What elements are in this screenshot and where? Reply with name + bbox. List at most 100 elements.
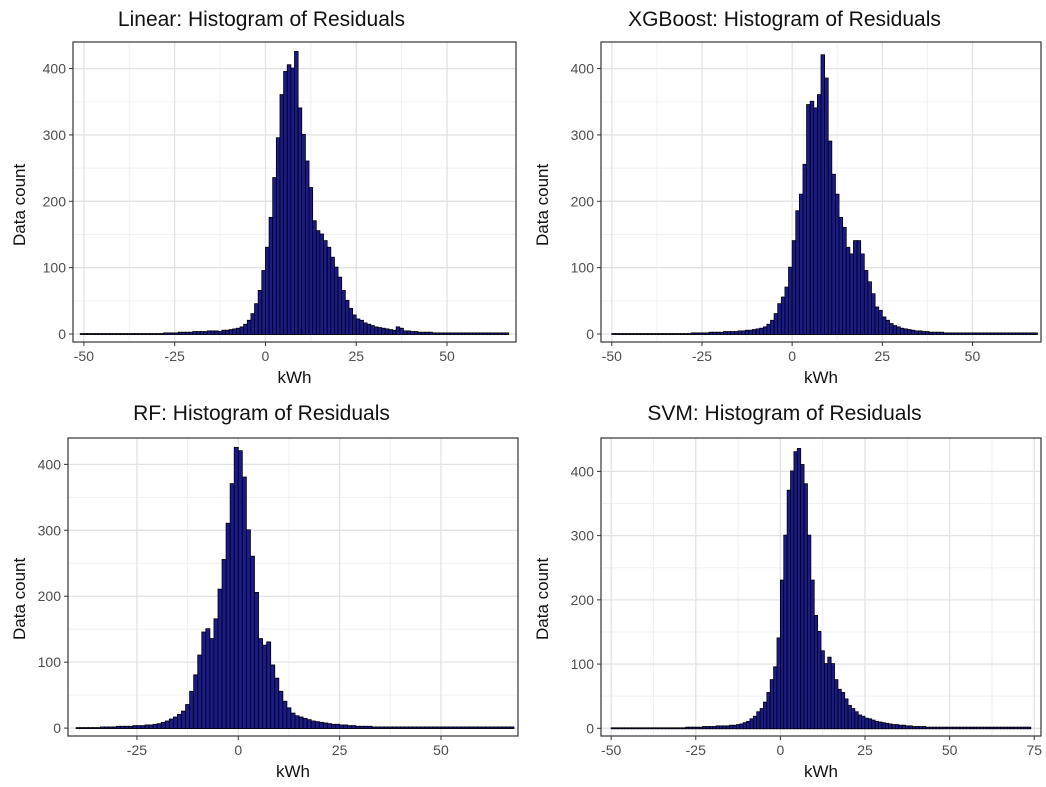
histogram-bar: [932, 726, 937, 730]
histogram-bar: [493, 332, 499, 335]
histogram-bar: [732, 724, 737, 730]
x-tick-label: -25: [127, 742, 147, 758]
histogram-plot: -50 -25 0 25 50 0 100 200 300 400: [571, 41, 1042, 364]
histogram-bar: [954, 332, 959, 335]
histogram-bar: [363, 725, 369, 729]
histogram-bar: [412, 726, 418, 729]
histogram-bar: [304, 160, 310, 335]
x-tick-label: -50: [602, 348, 622, 364]
histogram-bar: [197, 654, 203, 729]
histogram-bar: [400, 726, 405, 729]
histogram-bar: [347, 725, 353, 729]
histogram-bar: [1033, 332, 1038, 335]
histogram-bar: [831, 173, 836, 335]
histogram-bar: [769, 679, 775, 730]
histogram-bar: [132, 725, 138, 729]
histogram-bar: [611, 333, 616, 335]
histogram-bar: [807, 534, 812, 730]
histogram-bar: [820, 54, 826, 335]
histogram-bar: [283, 70, 288, 335]
histogram-bar: [170, 332, 176, 335]
histogram-bar: [901, 724, 907, 730]
histogram-bar: [766, 692, 771, 730]
histogram-bar: [891, 724, 896, 730]
histogram-bar: [428, 726, 434, 729]
histogram-bar: [348, 307, 353, 335]
histogram-bar: [266, 641, 272, 729]
histogram-bar: [786, 489, 791, 730]
y-tick-label: 400: [43, 61, 67, 77]
histogram-bar: [229, 483, 235, 729]
histogram-bar: [737, 330, 743, 335]
histogram-bar: [881, 722, 886, 730]
histogram-bar: [665, 333, 670, 335]
histogram-bar: [370, 325, 375, 335]
histogram-bar: [959, 726, 964, 730]
histogram-bar: [763, 701, 768, 730]
histogram-bar: [777, 303, 782, 335]
histogram-bar: [472, 332, 477, 335]
histogram-bar: [140, 725, 146, 729]
histogram-bar: [294, 51, 299, 335]
histogram-bar: [1008, 332, 1013, 335]
histogram-bar: [152, 723, 158, 729]
histogram-bar: [976, 726, 981, 730]
histogram-bar: [399, 327, 404, 335]
histogram-bar: [759, 708, 764, 730]
histogram-bar: [863, 270, 869, 335]
histogram-bar: [101, 333, 107, 335]
histogram-bar: [79, 727, 85, 729]
histogram-bar: [75, 727, 81, 729]
histogram-bar: [813, 107, 818, 335]
histogram-bar: [802, 163, 807, 335]
histogram-bar: [363, 322, 368, 335]
histogram-bar: [1010, 726, 1015, 730]
histogram-bar: [1023, 726, 1028, 730]
histogram-bar: [816, 94, 822, 335]
histogram-bar: [982, 332, 988, 335]
histogram-bar: [716, 331, 721, 335]
histogram-bar: [701, 332, 706, 335]
histogram-bar: [712, 726, 717, 730]
histogram-bar: [302, 717, 308, 729]
histogram-bar: [615, 333, 620, 335]
histogram-bar: [100, 726, 105, 729]
histogram-bar: [790, 470, 795, 730]
histogram-bar: [685, 726, 690, 730]
histogram-bar: [795, 210, 800, 335]
histogram-bar: [762, 326, 768, 335]
histogram-bar: [275, 137, 281, 335]
histogram-bar: [501, 726, 507, 729]
histogram-bar: [752, 329, 757, 335]
histogram-bar: [257, 289, 263, 335]
histogram-bar: [98, 333, 103, 335]
y-tick-label: 0: [586, 720, 594, 736]
histogram-bar: [460, 726, 466, 729]
histogram-bar: [884, 722, 890, 730]
histogram-bar: [905, 725, 910, 730]
y-tick-label: 400: [571, 463, 595, 479]
histogram-bar: [327, 723, 332, 729]
histogram-bar: [681, 727, 687, 730]
histogram-bar: [864, 717, 869, 730]
histogram-bar: [315, 230, 321, 335]
histogram-bar: [439, 332, 444, 335]
histogram-bar: [962, 726, 967, 730]
histogram-bar: [456, 726, 462, 729]
histogram-bar: [708, 331, 714, 335]
histogram-bar: [298, 716, 304, 729]
histogram-bar: [272, 177, 277, 335]
histogram-bar: [1022, 332, 1027, 335]
histogram-bar: [766, 323, 771, 335]
histogram-bar: [759, 327, 764, 335]
x-tick-label: 25: [875, 348, 891, 364]
x-tick-label: 75: [1026, 742, 1042, 758]
histogram-bar: [889, 323, 894, 335]
histogram-bar: [225, 522, 231, 729]
histogram-bar: [279, 94, 285, 335]
histogram-bar: [725, 725, 731, 730]
histogram-bar: [633, 333, 638, 335]
histogram-bar: [844, 698, 849, 730]
y-tick-label: 200: [571, 193, 595, 209]
histogram-bar: [274, 677, 280, 729]
